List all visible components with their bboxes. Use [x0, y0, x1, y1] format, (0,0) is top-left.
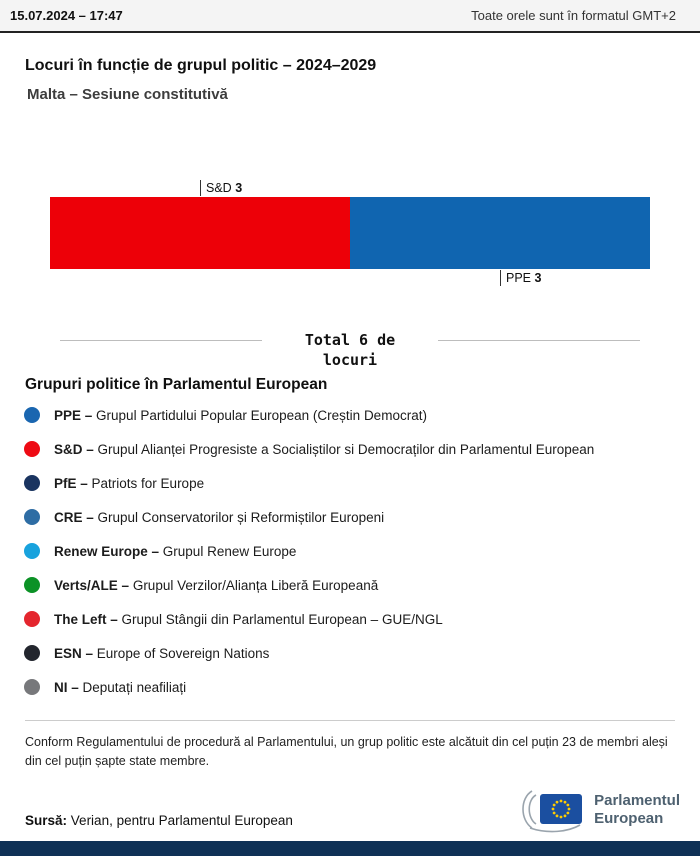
group-color-dot: [24, 441, 40, 457]
source-text: Verian, pentru Parlamentul European: [70, 813, 293, 828]
legend-item-label: Verts/ALE – Grupul Verzilor/Alianța Libe…: [54, 577, 379, 593]
legend-item-sd: S&D – Grupul Alianței Progresiste a Soci…: [24, 432, 700, 466]
group-color-dot: [24, 645, 40, 661]
group-color-dot: [24, 509, 40, 525]
legend-item-pfe: PfE – Patriots for Europe: [24, 466, 700, 500]
footer-row: Sursă: Verian, pentru Parlamentul Europe…: [25, 786, 680, 834]
bar-label-sd: S&D 3: [200, 180, 242, 196]
datetime-label: 15.07.2024 – 17:47: [10, 8, 123, 23]
page-title: Locuri în funcție de grupul politic – 20…: [25, 57, 377, 74]
group-color-dot: [24, 679, 40, 695]
group-color-dot: [24, 543, 40, 559]
bar-labels-above: S&D 3: [50, 179, 650, 197]
bar-label-ppe: PPE 3: [500, 270, 541, 286]
bar-segment-ppe[interactable]: [350, 197, 650, 269]
legend-list: PPE – Grupul Partidului Popular European…: [0, 398, 700, 704]
legend-item-label: CRE – Grupul Conservatorilor și Reformiș…: [54, 509, 385, 525]
group-color-dot: [24, 577, 40, 593]
eu-flag-icon: [522, 790, 583, 833]
legend-item-label: PPE – Grupul Partidului Popular European…: [54, 407, 427, 423]
tick-mark: [500, 270, 501, 286]
footer-bar: [0, 841, 700, 856]
divider-line-right: [438, 340, 640, 341]
total-seats-label: Total 6 de locuri: [304, 331, 396, 369]
legend-item-ni: NI – Deputați neafiliați: [24, 670, 700, 704]
source-label: Sursă:: [25, 813, 68, 828]
footnote-text: Conform Regulamentului de procedură al P…: [25, 735, 668, 769]
page-subtitle: Malta – Sesiune constitutivă: [27, 86, 228, 103]
legend-item-label: ESN – Europe of Sovereign Nations: [54, 645, 270, 661]
group-color-dot: [24, 475, 40, 491]
legend-item-label: S&D – Grupul Alianței Progresiste a Soci…: [54, 441, 595, 457]
legend-item-label: Renew Europe – Grupul Renew Europe: [54, 543, 297, 559]
legend-item-label: PfE – Patriots for Europe: [54, 475, 205, 491]
seats-bar-chart: S&D 3 PPE 3: [50, 179, 650, 289]
footnote-divider: [25, 720, 675, 721]
timezone-note: Toate orele sunt în formatul GMT+2: [471, 8, 676, 23]
bar-labels-below: PPE 3: [50, 269, 650, 289]
source-line: Sursă: Verian, pentru Parlamentul Europe…: [25, 813, 293, 828]
legend-item-esn: ESN – Europe of Sovereign Nations: [24, 636, 700, 670]
legend-heading: Grupuri politice în Parlamentul European: [25, 376, 328, 393]
european-parliament-logo: Parlamentul European: [516, 786, 680, 834]
legend-item-renew: Renew Europe – Grupul Renew Europe: [24, 534, 700, 568]
group-color-dot: [24, 407, 40, 423]
bar-label-text: S&D 3: [206, 181, 243, 195]
total-seats-row: Total 6 de locuri: [60, 331, 640, 370]
legend-item-label: NI – Deputați neafiliați: [54, 679, 187, 695]
legend-item-ppe: PPE – Grupul Partidului Popular European…: [24, 398, 700, 432]
bar-segment-sd[interactable]: [50, 197, 350, 269]
legend-item-the-left: The Left – Grupul Stângii din Parlamentu…: [24, 602, 700, 636]
logo-wordmark: Parlamentul European: [594, 792, 680, 827]
group-color-dot: [24, 611, 40, 627]
bar-label-text: PPE 3: [506, 271, 542, 285]
topbar: 15.07.2024 – 17:47 Toate orele sunt în f…: [0, 0, 700, 33]
legend-item-verts-ale: Verts/ALE – Grupul Verzilor/Alianța Libe…: [24, 568, 700, 602]
stacked-bar: [50, 197, 650, 269]
legend-item-cre: CRE – Grupul Conservatorilor și Reformiș…: [24, 500, 700, 534]
divider-line-left: [60, 340, 262, 341]
legend-item-label: The Left – Grupul Stângii din Parlamentu…: [54, 611, 443, 627]
tick-mark: [200, 180, 201, 196]
